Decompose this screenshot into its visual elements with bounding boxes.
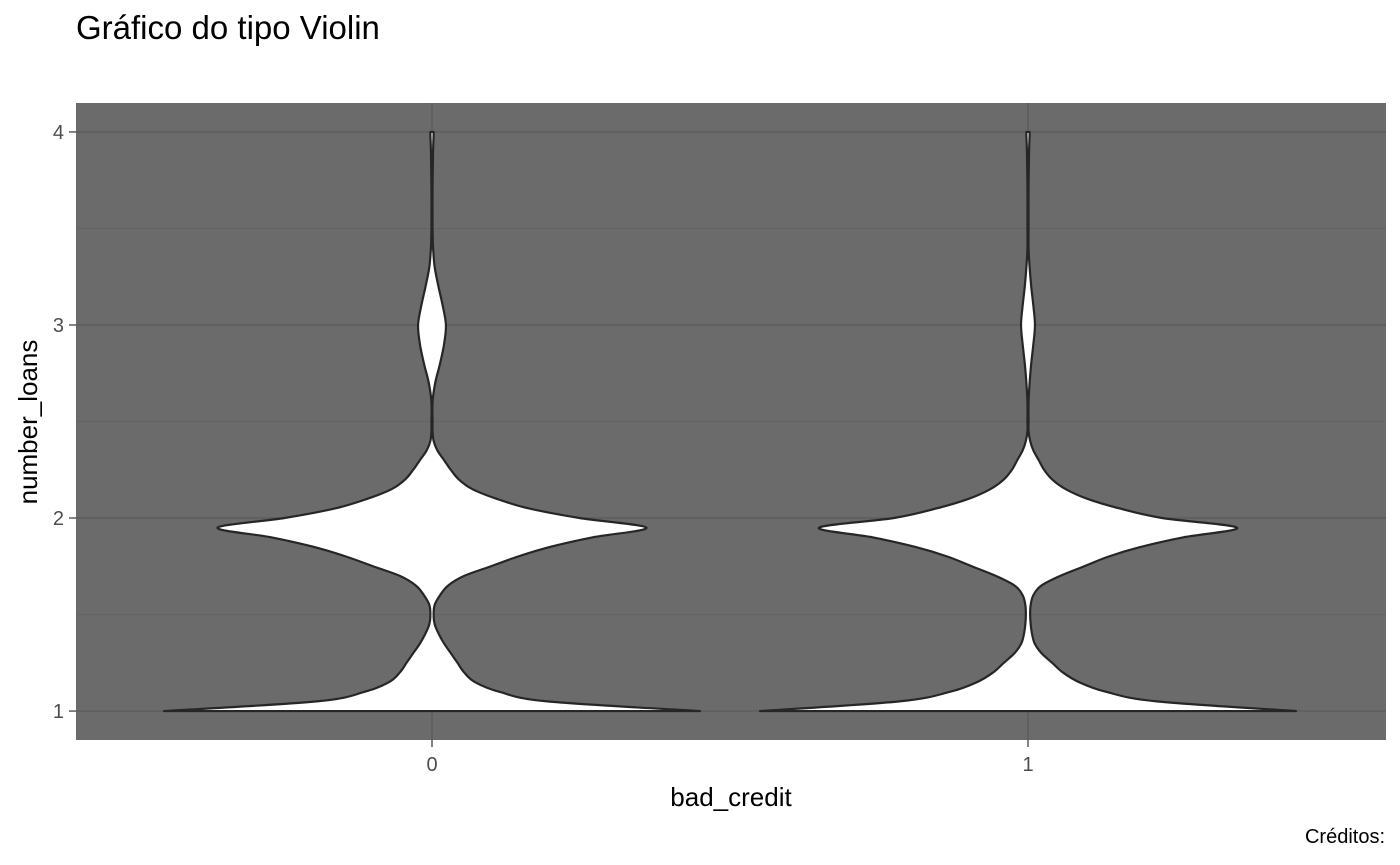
- y-tick-label: 1: [53, 701, 64, 723]
- y-axis: 1 2 3 4: [53, 122, 76, 723]
- y-axis-title: number_loans: [13, 340, 43, 505]
- y-tick-label: 4: [53, 122, 64, 144]
- y-tick-label: 2: [53, 508, 64, 530]
- violin-1: [758, 130, 1298, 713]
- violins: [162, 130, 1298, 713]
- chart-caption: Créditos:: [1305, 826, 1385, 848]
- x-axis-title: bad_credit: [670, 782, 792, 812]
- chart-title: Gráfico do tipo Violin: [76, 9, 380, 46]
- y-tick-label: 3: [53, 315, 64, 337]
- x-tick-label: 0: [426, 754, 437, 776]
- x-tick-label: 1: [1022, 754, 1033, 776]
- violin-0: [162, 130, 702, 713]
